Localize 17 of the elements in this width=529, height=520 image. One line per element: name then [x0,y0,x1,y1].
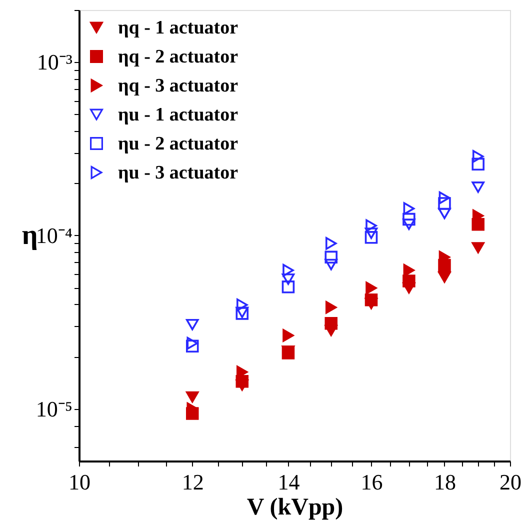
legend-label: ηu - 1 actuator [118,104,239,126]
legend-label: ηu - 3 actuator [118,162,239,184]
x-tick-label: 20 [500,470,522,494]
legend-label: ηq - 1 actuator [118,18,239,38]
legend-label: ηu - 2 actuator [118,134,239,154]
y-tick-label: 10⁻⁵ [36,396,72,422]
x-tick-label: 10 [68,470,90,494]
x-tick-label: 12 [182,470,204,494]
y-axis-title: η [22,220,38,251]
x-tick-label: 18 [434,470,456,494]
legend-label: ηq - 2 actuator [118,46,239,68]
x-tick-label: 16 [360,470,383,494]
y-tick-label: 10⁻³ [36,50,73,75]
x-axis-title: V (kVpp) [246,494,344,520]
y-tick-label: 10⁻⁴ [36,223,73,248]
legend-label: ηq - 3 actuator [118,76,239,96]
x-tick-label: 14 [278,470,300,494]
